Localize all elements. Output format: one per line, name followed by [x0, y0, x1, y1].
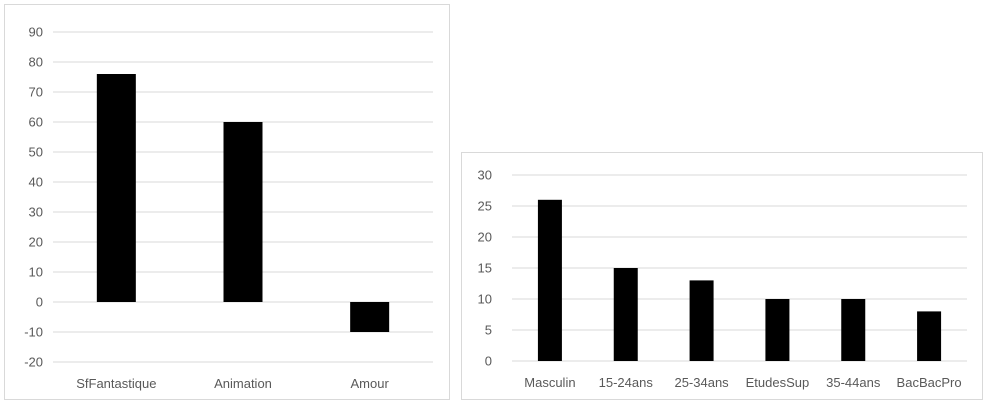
y-tick-label: 25 [478, 199, 492, 214]
chart-genres: -20 -10 0 10 20 30 40 50 60 70 80 90 SfFantastique An… [4, 4, 450, 400]
bar [350, 302, 390, 332]
x-tick-label: Masculin [524, 375, 575, 390]
y-tick-label: 0 [485, 354, 492, 369]
chart-demographics-svg: 0 5 10 15 20 25 30 Masculin 15-24ans 25-34ans Etud… [478, 168, 967, 390]
bar [223, 122, 263, 302]
x-tick-label: EtudesSup [746, 375, 810, 390]
x-tick-label: Amour [351, 376, 390, 391]
bar [841, 299, 866, 361]
y-tick-label: 20 [29, 235, 43, 250]
y-tick-label: 10 [29, 265, 43, 280]
x-tick-label: 25-34ans [674, 375, 729, 390]
chart-genres-svg: -20 -10 0 10 20 30 40 50 60 70 80 90 SfFantastique An… [24, 25, 433, 391]
y-tick-label: 60 [29, 115, 43, 130]
chart-demographics: 0 5 10 15 20 25 30 Masculin 15-24ans 25-34ans Etud… [461, 152, 983, 400]
y-tick-label: 15 [478, 261, 492, 276]
y-tick-label: 50 [29, 145, 43, 160]
y-tick-label: -10 [24, 325, 43, 340]
y-tick-label: 40 [29, 175, 43, 190]
y-tick-label: 20 [478, 230, 492, 245]
y-tick-label: -20 [24, 355, 43, 370]
y-tick-label: 70 [29, 85, 43, 100]
y-tick-label: 5 [485, 323, 492, 338]
y-tick-label: 30 [478, 168, 492, 183]
bar [917, 311, 942, 361]
bar [96, 74, 136, 302]
y-tick-label: 80 [29, 55, 43, 70]
bar [537, 199, 562, 361]
bar [689, 280, 714, 361]
y-tick-label: 90 [29, 25, 43, 40]
bar [613, 268, 638, 361]
y-tick-label: 0 [36, 295, 43, 310]
x-tick-label: BacBacPro [897, 375, 962, 390]
x-tick-label: Animation [214, 376, 272, 391]
x-tick-label: 15-24ans [599, 375, 654, 390]
x-tick-label: 35-44ans [826, 375, 881, 390]
y-tick-label: 10 [478, 292, 492, 307]
x-tick-label: SfFantastique [76, 376, 156, 391]
y-tick-label: 30 [29, 205, 43, 220]
bar [765, 299, 790, 361]
